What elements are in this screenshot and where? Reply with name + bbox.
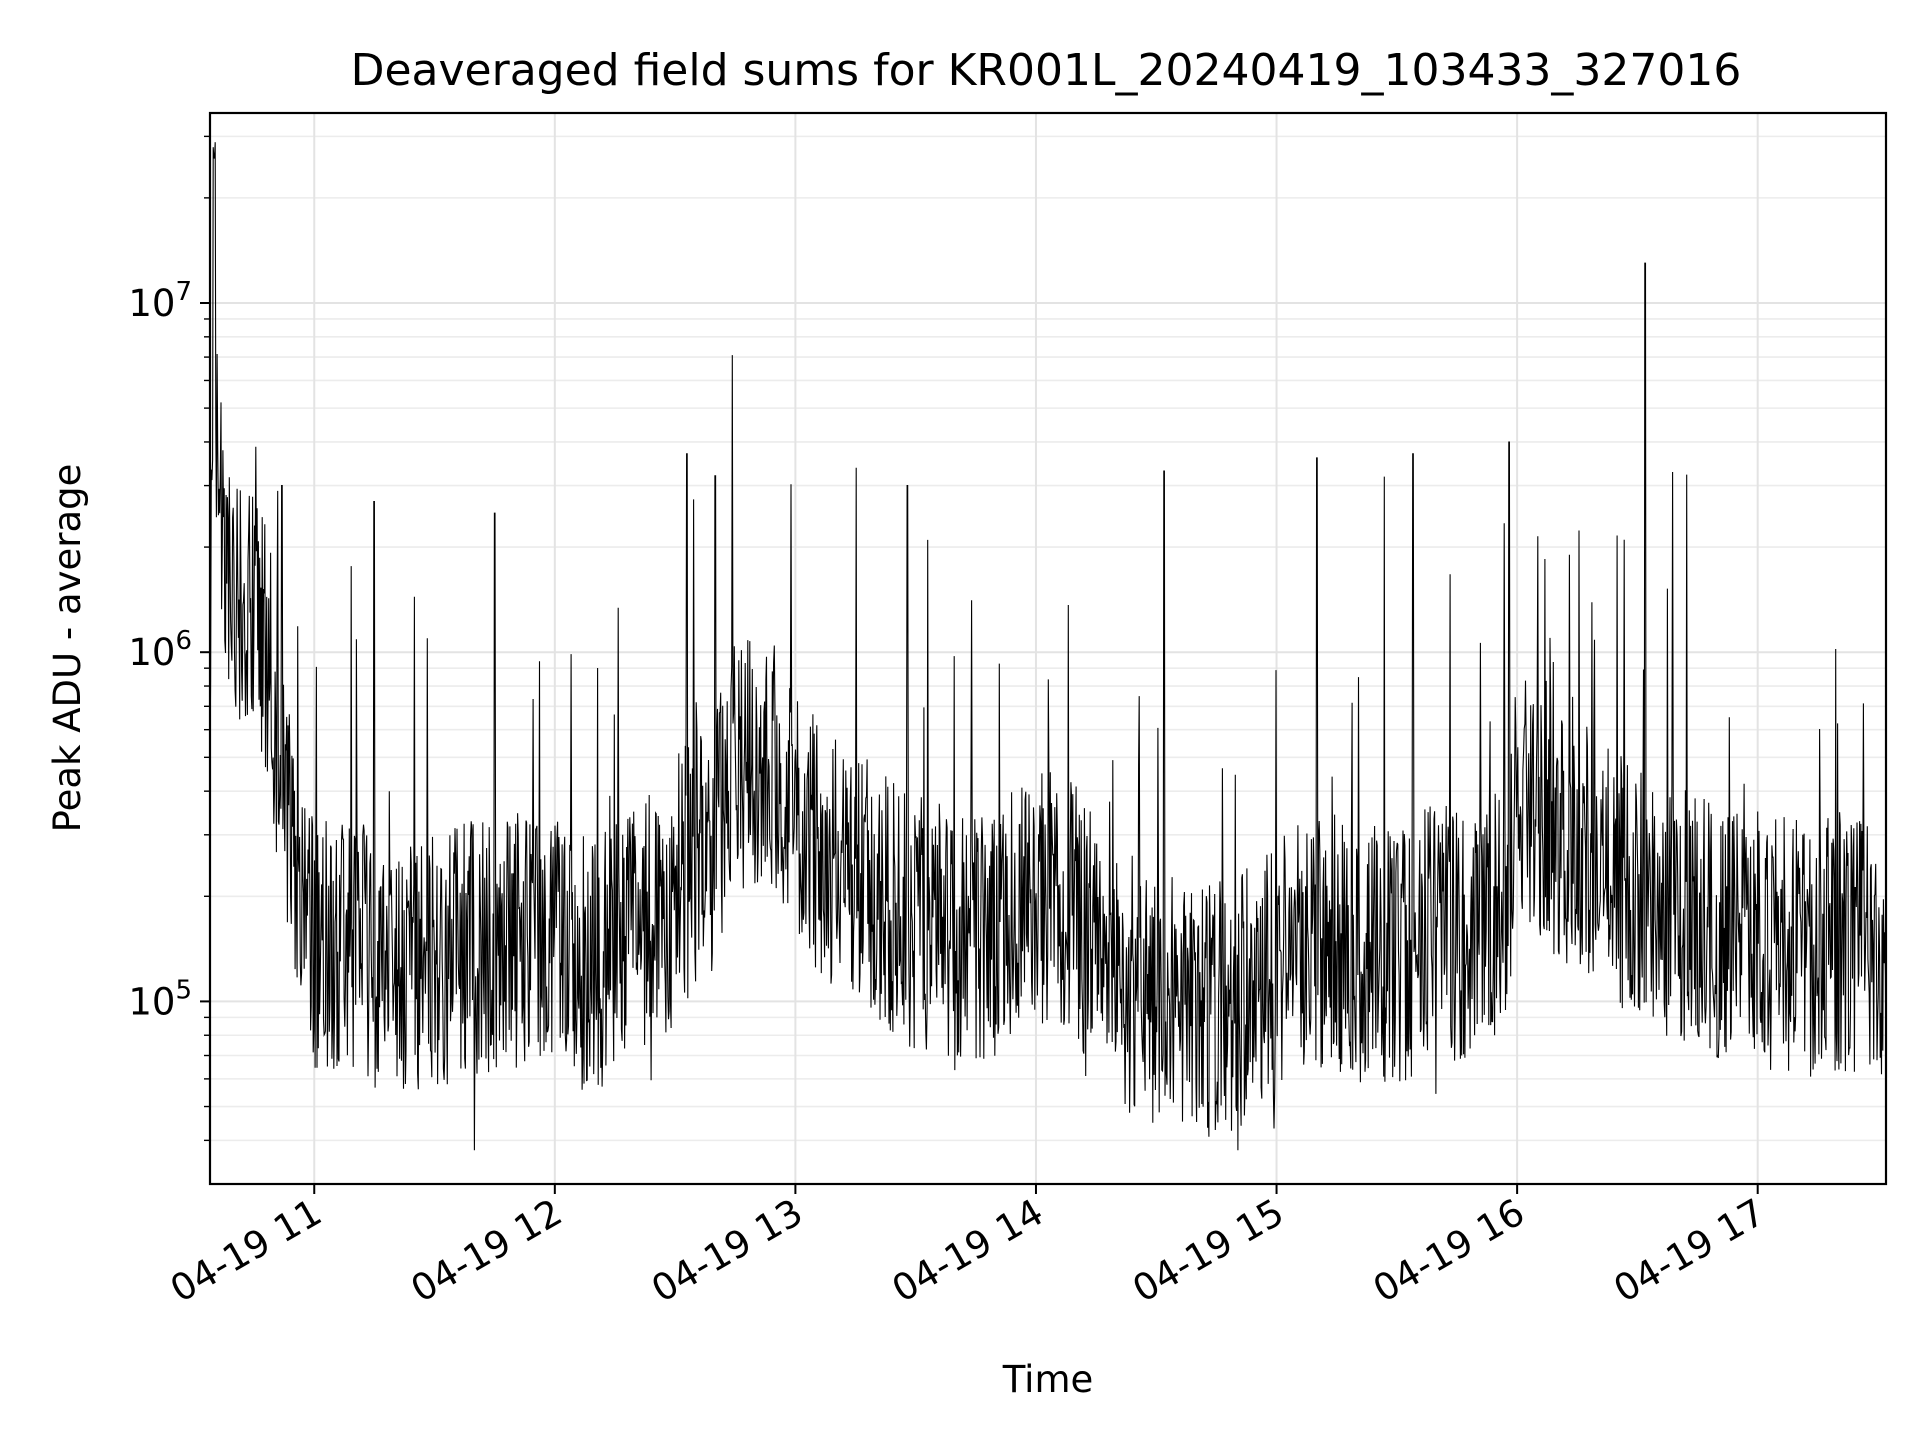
y-tick-label: 105 (128, 975, 192, 1023)
series-line (209, 142, 1887, 1151)
y-axis: 105 106 107 (128, 135, 210, 1142)
y-tick-label: 107 (128, 277, 192, 325)
y-axis-label: Peak ADU - average (46, 464, 89, 833)
plot-area (209, 142, 1887, 1151)
y-tick-label: 106 (128, 626, 192, 674)
x-axis-label: Time (1002, 1358, 1094, 1401)
chart-title: Deaveraged field sums for KR001L_2024041… (351, 45, 1742, 96)
plot-frame (208, 111, 1888, 1186)
